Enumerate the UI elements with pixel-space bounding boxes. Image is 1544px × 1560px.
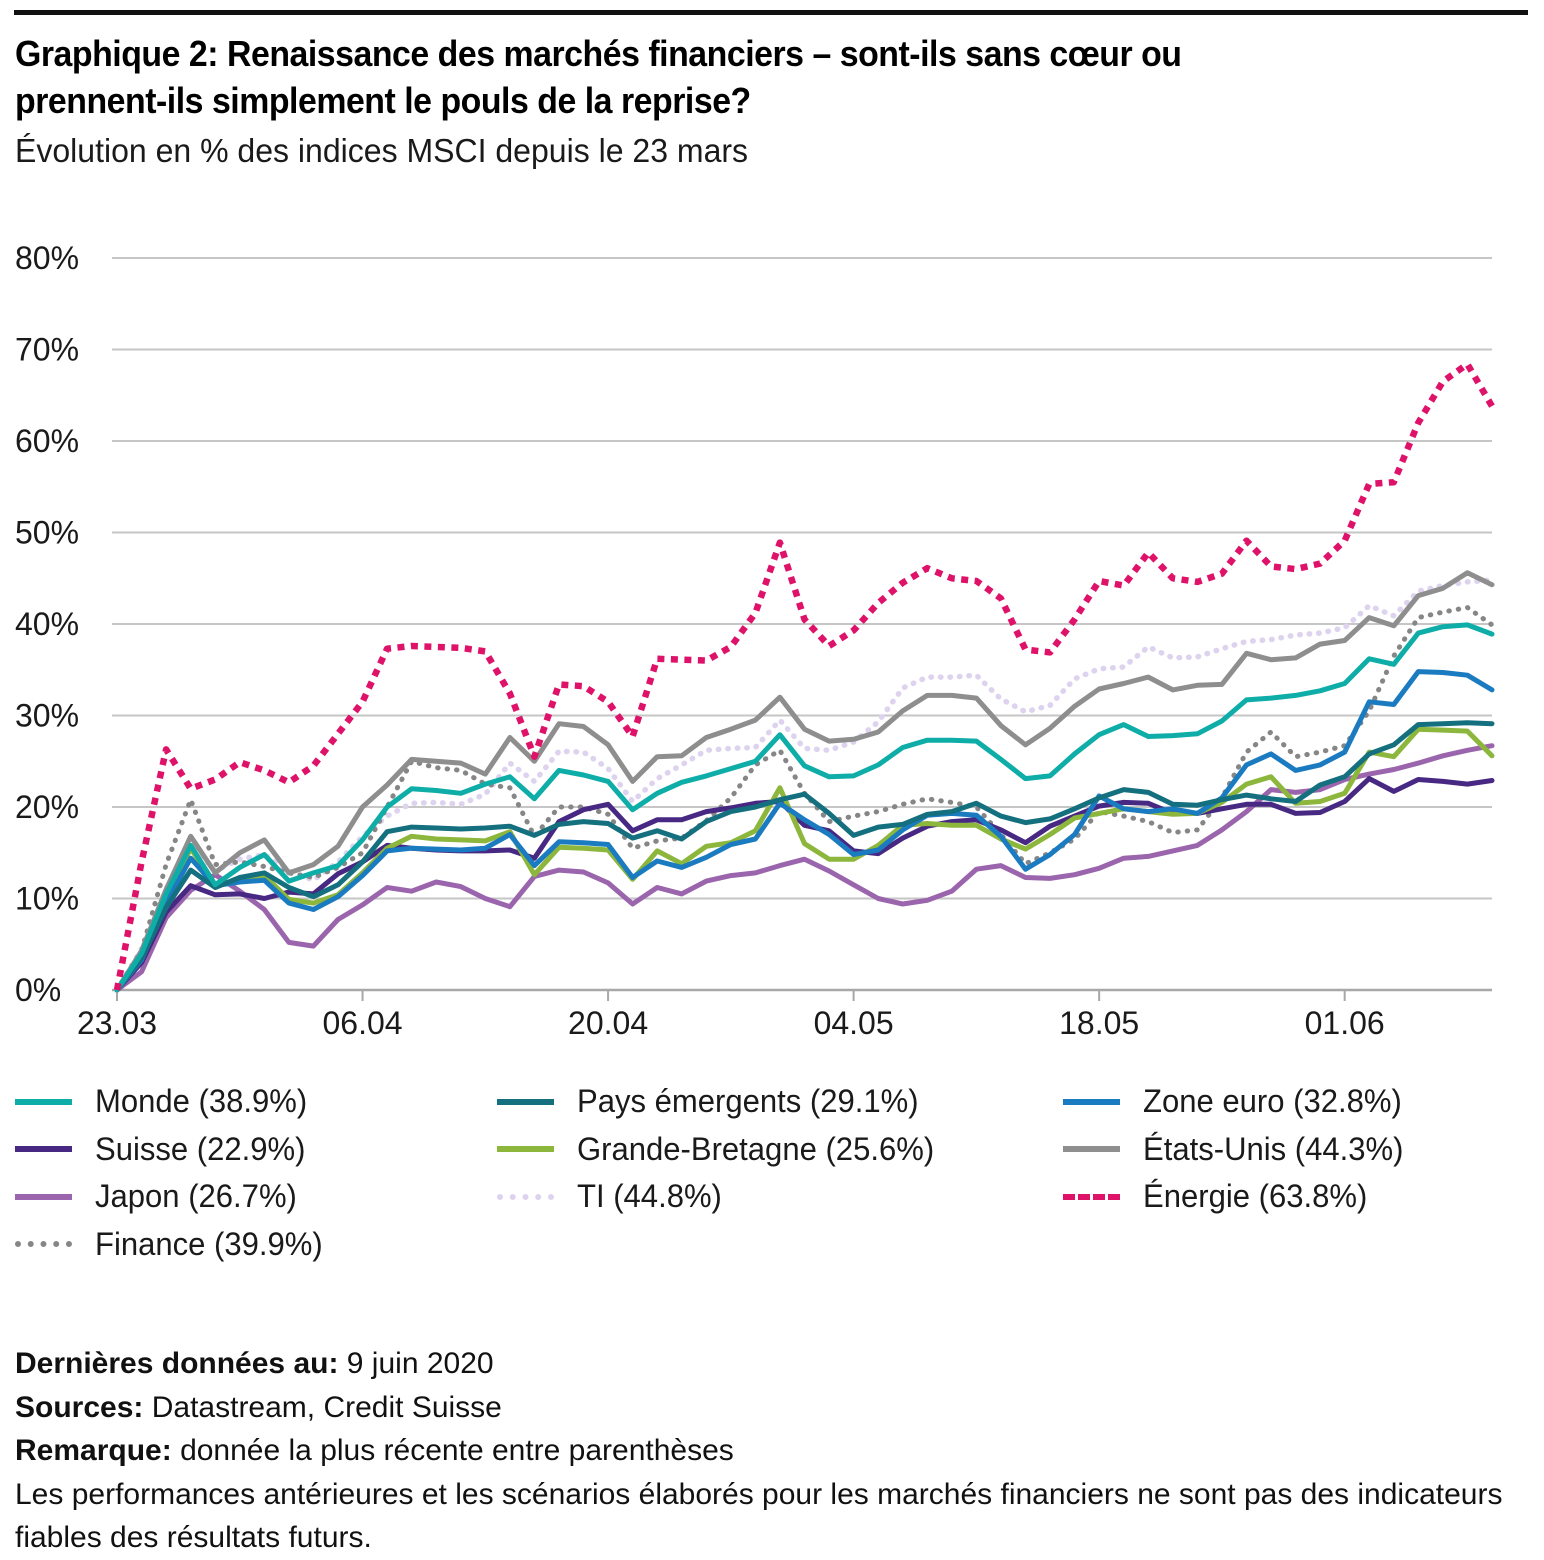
- chart-title-line1: Graphique 2: Renaissance des marchés fin…: [15, 33, 1182, 74]
- footer-note: Remarque: donnée la plus récente entre p…: [15, 1429, 1530, 1473]
- legend-swatch-zone-euro: [1063, 1098, 1120, 1105]
- x-axis-label-01.06: 01.06: [1305, 1005, 1385, 1041]
- legend-swatch-pays-emergents: [497, 1098, 554, 1105]
- series-line-suisse: [114, 776, 1495, 993]
- legend-swatch-ti: [497, 1193, 554, 1200]
- y-axis-label-20: 20%: [15, 789, 79, 825]
- top-rule: [14, 10, 1528, 15]
- legend-label-finance: Finance (39.9%): [95, 1225, 323, 1262]
- legend-label-monde: Monde (38.9%): [95, 1083, 308, 1120]
- legend-swatch-finance: [15, 1241, 72, 1248]
- footer: Dernières données au: 9 juin 2020 Source…: [15, 1342, 1530, 1560]
- series-line-zone-euro: [114, 669, 1495, 993]
- footer-sources-label: Sources:: [15, 1390, 144, 1424]
- legend-label-etats-unis: États-Unis (44.3%): [1143, 1130, 1404, 1167]
- legend-item-suisse: Suisse (22.9%): [15, 1126, 497, 1174]
- legend-item-energie: Énergie (63.8%): [1063, 1173, 1523, 1221]
- legend-item-japon: Japon (26.7%): [15, 1173, 497, 1221]
- legend-swatch-energie: [1063, 1193, 1120, 1200]
- series-line-ti: [114, 577, 1495, 993]
- x-axis-label-04.05: 04.05: [814, 1005, 894, 1041]
- chart-title: Graphique 2: Renaissance des marchés fin…: [15, 30, 1425, 124]
- legend-label-pays-emergents: Pays émergents (29.1%): [577, 1083, 919, 1120]
- footer-sources: Sources: Datastream, Credit Suisse: [15, 1386, 1530, 1430]
- series-line-monde: [114, 622, 1495, 993]
- legend-swatch-grande-bretagne: [497, 1146, 554, 1153]
- footer-last-data-value: 9 juin 2020: [346, 1347, 494, 1380]
- series-line-pays-emergents: [114, 720, 1495, 993]
- footer-disclaimer: Les performances antérieures et les scén…: [15, 1477, 1503, 1555]
- x-axis-label-23.03: 23.03: [77, 1005, 157, 1041]
- legend-label-suisse: Suisse (22.9%): [95, 1130, 306, 1167]
- legend-swatch-suisse: [15, 1146, 72, 1153]
- legend-swatch-etats-unis: [1063, 1146, 1120, 1153]
- legend-item-pays-emergents: Pays émergents (29.1%): [497, 1078, 1063, 1126]
- y-axis-label-40: 40%: [15, 606, 79, 642]
- series-line-etats-unis: [114, 570, 1495, 993]
- legend-item-ti: TI (44.8%): [497, 1173, 1063, 1221]
- y-axis-label-50: 50%: [15, 515, 79, 551]
- legend-item-finance: Finance (39.9%): [15, 1221, 497, 1269]
- y-axis-label-30: 30%: [15, 698, 79, 734]
- footer-note-value: donnée la plus récente entre parenthèses: [180, 1434, 734, 1467]
- legend-item-grande-bretagne: Grande-Bretagne (25.6%): [497, 1126, 1063, 1174]
- legend-item-etats-unis: États-Unis (44.3%): [1063, 1126, 1523, 1174]
- x-axis-label-06.04: 06.04: [322, 1005, 402, 1041]
- x-axis-label-18.05: 18.05: [1059, 1005, 1139, 1041]
- chart-subtitle: Évolution en % des indices MSCI depuis l…: [15, 132, 749, 169]
- x-axis-label-20.04: 20.04: [568, 1005, 648, 1041]
- legend-swatch-monde: [15, 1098, 72, 1105]
- legend-label-zone-euro: Zone euro (32.8%): [1143, 1083, 1402, 1120]
- y-axis-label-80: 80%: [15, 240, 79, 276]
- line-chart: 80% 70% 60% 50% 40% 30% 20% 10% 0% 23.03 06.04 20.0…: [15, 240, 1495, 1041]
- footer-last-data: Dernières données au: 9 juin 2020: [15, 1342, 1530, 1386]
- y-axis-label-0: 0%: [15, 972, 61, 1008]
- legend-label-ti: TI (44.8%): [577, 1178, 722, 1215]
- legend-label-japon: Japon (26.7%): [95, 1178, 297, 1215]
- y-axis-label-10: 10%: [15, 881, 79, 917]
- legend: Monde (38.9%) Suisse (22.9%) Japon (26.7%)…: [15, 1078, 1529, 1268]
- series-line-energie: [113, 360, 1495, 991]
- footer-last-data-label: Dernières données au:: [15, 1347, 339, 1380]
- footer-note-label: Remarque:: [15, 1434, 172, 1467]
- chart-title-line2: prennent-ils simplement le pouls de la r…: [15, 80, 751, 121]
- legend-label-grande-bretagne: Grande-Bretagne (25.6%): [577, 1130, 935, 1167]
- legend-item-zone-euro: Zone euro (32.8%): [1063, 1078, 1523, 1126]
- legend-label-energie: Énergie (63.8%): [1143, 1178, 1368, 1215]
- y-axis-label-60: 60%: [15, 423, 79, 459]
- legend-swatch-japon: [15, 1193, 72, 1200]
- footer-sources-value: Datastream, Credit Suisse: [151, 1390, 502, 1424]
- legend-item-monde: Monde (38.9%): [15, 1078, 497, 1126]
- y-axis-label-70: 70%: [15, 332, 79, 368]
